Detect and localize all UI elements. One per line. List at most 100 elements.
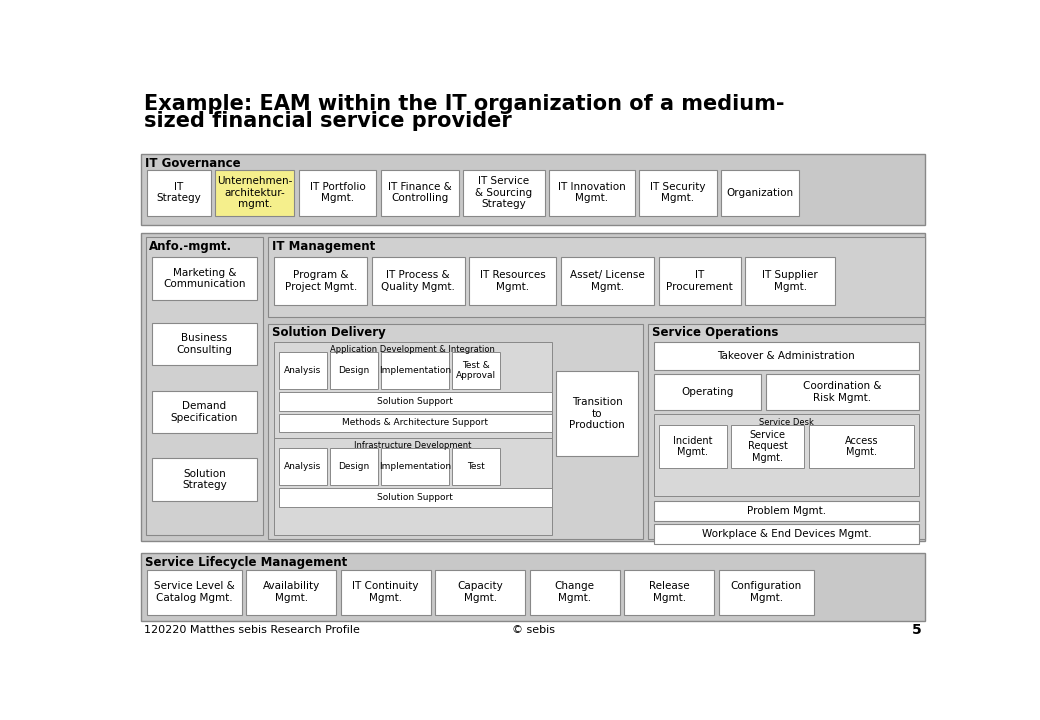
Text: IT Innovation
Mgmt.: IT Innovation Mgmt. (558, 182, 626, 204)
FancyBboxPatch shape (719, 570, 813, 615)
FancyBboxPatch shape (298, 169, 376, 216)
Text: Configuration
Mgmt.: Configuration Mgmt. (731, 582, 802, 603)
FancyBboxPatch shape (275, 342, 551, 446)
Text: Unternehmen-
architektur-
mgmt.: Unternehmen- architektur- mgmt. (217, 176, 292, 210)
Text: Coordination &
Risk Mgmt.: Coordination & Risk Mgmt. (803, 382, 882, 403)
FancyBboxPatch shape (809, 426, 914, 467)
FancyBboxPatch shape (246, 570, 336, 615)
FancyBboxPatch shape (268, 323, 643, 539)
FancyBboxPatch shape (765, 374, 919, 410)
Text: IT Governance: IT Governance (145, 157, 240, 170)
FancyBboxPatch shape (654, 342, 919, 370)
Text: Change
Mgmt.: Change Mgmt. (555, 582, 595, 603)
Text: Solution
Strategy: Solution Strategy (182, 469, 227, 490)
FancyBboxPatch shape (648, 323, 926, 539)
Text: Methods & Architecture Support: Methods & Architecture Support (342, 418, 488, 428)
FancyBboxPatch shape (140, 154, 926, 225)
FancyBboxPatch shape (152, 257, 257, 300)
FancyBboxPatch shape (275, 438, 551, 534)
FancyBboxPatch shape (275, 257, 367, 305)
FancyBboxPatch shape (381, 449, 449, 485)
Text: IT Process &
Quality Mgmt.: IT Process & Quality Mgmt. (382, 271, 456, 292)
FancyBboxPatch shape (279, 414, 551, 432)
FancyBboxPatch shape (436, 570, 525, 615)
Text: Transition
to
Production: Transition to Production (570, 397, 625, 431)
FancyBboxPatch shape (140, 553, 926, 621)
FancyBboxPatch shape (658, 257, 740, 305)
Text: Demand
Specification: Demand Specification (171, 401, 238, 423)
Text: Test &
Approval: Test & Approval (457, 361, 496, 380)
Text: Solution Support: Solution Support (378, 397, 453, 406)
Text: Infrastructure Development: Infrastructure Development (355, 441, 471, 450)
Text: IT
Strategy: IT Strategy (156, 182, 201, 204)
FancyBboxPatch shape (654, 500, 919, 521)
Text: © sebis: © sebis (512, 625, 554, 635)
FancyBboxPatch shape (452, 449, 500, 485)
FancyBboxPatch shape (147, 570, 241, 615)
FancyBboxPatch shape (654, 374, 761, 410)
FancyBboxPatch shape (381, 169, 459, 216)
Text: Analysis: Analysis (284, 462, 321, 472)
Text: Service
Request
Mgmt.: Service Request Mgmt. (748, 430, 787, 463)
Text: Service Operations: Service Operations (652, 326, 778, 339)
Text: IT
Procurement: IT Procurement (667, 271, 733, 292)
FancyBboxPatch shape (549, 169, 634, 216)
Text: Example: EAM within the IT organization of a medium-: Example: EAM within the IT organization … (144, 94, 784, 114)
Text: Design: Design (338, 366, 369, 375)
FancyBboxPatch shape (731, 426, 804, 467)
FancyBboxPatch shape (330, 352, 378, 389)
Text: Release
Mgmt.: Release Mgmt. (649, 582, 690, 603)
Text: Problem Mgmt.: Problem Mgmt. (747, 505, 826, 516)
FancyBboxPatch shape (279, 392, 551, 410)
Text: Service Lifecycle Management: Service Lifecycle Management (145, 556, 347, 569)
Text: Availability
Mgmt.: Availability Mgmt. (262, 582, 320, 603)
Text: Application Development & Integration: Application Development & Integration (331, 345, 495, 354)
FancyBboxPatch shape (381, 352, 449, 389)
Text: Capacity
Mgmt.: Capacity Mgmt. (458, 582, 503, 603)
Text: Asset/ License
Mgmt.: Asset/ License Mgmt. (570, 271, 645, 292)
Text: Marketing &
Communication: Marketing & Communication (163, 268, 245, 289)
FancyBboxPatch shape (556, 372, 639, 456)
Text: 120220 Matthes sebis Research Profile: 120220 Matthes sebis Research Profile (144, 625, 360, 635)
Text: IT Continuity
Mgmt.: IT Continuity Mgmt. (353, 582, 419, 603)
FancyBboxPatch shape (279, 352, 327, 389)
Text: Service Desk: Service Desk (759, 418, 814, 427)
Text: Implementation: Implementation (380, 462, 451, 472)
FancyBboxPatch shape (530, 570, 620, 615)
FancyBboxPatch shape (561, 257, 654, 305)
Text: IT Resources
Mgmt.: IT Resources Mgmt. (480, 271, 546, 292)
Text: IT Portfolio
Mgmt.: IT Portfolio Mgmt. (310, 182, 366, 204)
FancyBboxPatch shape (152, 323, 257, 365)
FancyBboxPatch shape (658, 426, 727, 467)
FancyBboxPatch shape (746, 257, 835, 305)
Text: Incident
Mgmt.: Incident Mgmt. (673, 436, 712, 457)
FancyBboxPatch shape (140, 233, 926, 541)
Text: Service Level &
Catalog Mgmt.: Service Level & Catalog Mgmt. (154, 582, 235, 603)
Text: Solution Delivery: Solution Delivery (271, 326, 386, 339)
Text: Operating: Operating (681, 387, 733, 397)
Text: Takeover & Administration: Takeover & Administration (718, 351, 855, 361)
Text: Implementation: Implementation (380, 366, 451, 375)
FancyBboxPatch shape (722, 169, 799, 216)
FancyBboxPatch shape (152, 390, 257, 433)
FancyBboxPatch shape (624, 570, 714, 615)
Text: Design: Design (338, 462, 369, 472)
Text: Access
Mgmt.: Access Mgmt. (844, 436, 879, 457)
FancyBboxPatch shape (341, 570, 431, 615)
FancyBboxPatch shape (654, 415, 919, 496)
Text: IT Service
& Sourcing
Strategy: IT Service & Sourcing Strategy (475, 176, 532, 210)
FancyBboxPatch shape (330, 449, 378, 485)
Text: Business
Consulting: Business Consulting (177, 333, 232, 355)
Text: IT Management: IT Management (271, 240, 375, 253)
FancyBboxPatch shape (279, 488, 551, 507)
FancyBboxPatch shape (215, 169, 294, 216)
Text: Program &
Project Mgmt.: Program & Project Mgmt. (285, 271, 357, 292)
Text: Anfo.-mgmt.: Anfo.-mgmt. (150, 240, 233, 253)
FancyBboxPatch shape (279, 449, 327, 485)
Text: IT Finance &
Controlling: IT Finance & Controlling (388, 182, 451, 204)
FancyBboxPatch shape (640, 169, 717, 216)
Text: Test: Test (468, 462, 486, 472)
Text: IT Supplier
Mgmt.: IT Supplier Mgmt. (762, 271, 818, 292)
FancyBboxPatch shape (152, 459, 257, 500)
FancyBboxPatch shape (372, 257, 465, 305)
